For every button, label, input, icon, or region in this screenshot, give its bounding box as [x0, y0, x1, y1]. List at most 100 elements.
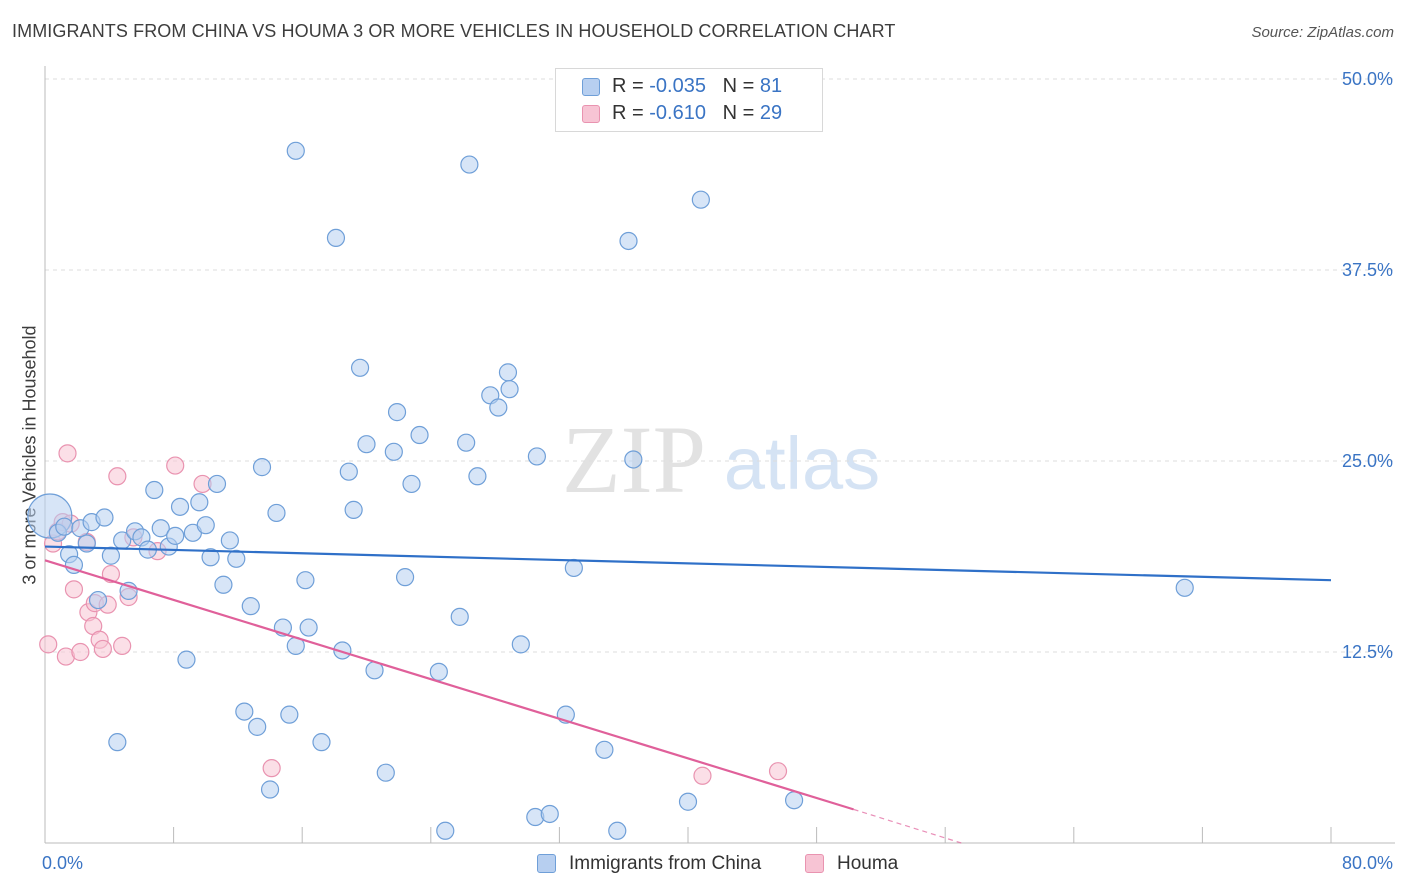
china-point: [691, 190, 710, 209]
china-point: [395, 568, 415, 587]
china-point: [450, 607, 469, 626]
watermark-atlas: atlas: [724, 422, 880, 505]
legend-text-houma: R = -0.610 N = 29: [612, 102, 782, 125]
china-point: [190, 493, 209, 512]
watermark: ZIP atlas: [562, 406, 880, 513]
china-point: [384, 442, 403, 461]
houma-point: [39, 635, 58, 654]
china-point: [468, 467, 487, 486]
china-point: [280, 705, 299, 724]
china-point: [312, 733, 331, 752]
china-point: [77, 534, 96, 553]
china-point: [101, 546, 121, 565]
houma-point: [262, 759, 281, 778]
y-tick-labels: 12.5% 25.0% 37.5% 50.0%: [1342, 69, 1393, 662]
china-point: [145, 480, 164, 500]
y-tick-label: 37.5%: [1342, 260, 1393, 280]
china-point: [95, 508, 114, 527]
legend-r-label: R =: [612, 102, 644, 124]
china-point: [784, 791, 804, 810]
china-point: [402, 474, 421, 494]
x-tick-label-min: 0.0%: [42, 853, 83, 873]
china-point: [55, 517, 74, 536]
bottom-legend-label-china: Immigrants from China: [569, 853, 762, 874]
china-point: [410, 425, 429, 445]
houma-point: [108, 467, 127, 486]
china-point: [678, 792, 698, 811]
legend-n-value-china: 81: [759, 75, 783, 97]
china-point: [260, 780, 280, 799]
china-point: [207, 474, 227, 494]
legend-n-label: N =: [722, 75, 755, 97]
china-point: [166, 526, 185, 545]
china-point: [608, 821, 627, 840]
china-point: [286, 141, 305, 160]
china-point: [235, 702, 254, 721]
houma-point: [71, 642, 90, 662]
china-point: [196, 516, 215, 535]
china-point: [619, 231, 638, 251]
y-tick-label: 50.0%: [1342, 69, 1393, 89]
china-point: [241, 597, 260, 616]
source-credit: Source: ZipAtlas.com: [1251, 24, 1394, 41]
china-point: [248, 717, 267, 736]
legend-r-label: R =: [612, 75, 644, 97]
china-point: [252, 458, 272, 477]
china-point: [498, 363, 518, 382]
china-point: [500, 380, 519, 399]
china-point: [108, 733, 127, 752]
trendlines: [44, 545, 1332, 844]
china-point: [429, 662, 448, 681]
houma-point: [113, 636, 132, 655]
china-point: [170, 497, 190, 516]
legend-r-value-houma: -0.610: [649, 102, 706, 124]
china-point: [296, 571, 315, 590]
legend-r-value-china: -0.035: [649, 75, 706, 97]
china-trendline: [44, 545, 1332, 582]
china-point: [344, 500, 363, 519]
china-point: [333, 641, 352, 660]
legend-n-label: N =: [722, 102, 755, 124]
china-points: [27, 141, 1194, 840]
china-point: [267, 503, 286, 523]
y-tick-label: 12.5%: [1342, 642, 1393, 662]
china-point: [489, 398, 508, 417]
legend-text-china: R = -0.035 N = 81: [612, 75, 782, 98]
stats-legend: R = -0.035 N = 81 R = -0.610 N = 29: [555, 68, 823, 132]
houma-point: [693, 766, 712, 785]
x-tick-labels: 0.0% 80.0%: [42, 853, 1393, 873]
legend-n-value-houma: 29: [759, 102, 783, 124]
china-point: [88, 590, 108, 610]
china-point: [151, 519, 170, 538]
china-point: [511, 635, 530, 654]
chart-title: IMMIGRANTS FROM CHINA VS HOUMA 3 OR MORE…: [12, 21, 896, 41]
bottom-legend-swatch-houma: [805, 854, 824, 873]
houma-point: [58, 444, 77, 463]
china-point: [1175, 578, 1194, 597]
china-point: [339, 462, 358, 481]
china-point: [227, 549, 246, 568]
china-point: [64, 555, 84, 575]
axes: [44, 66, 1395, 844]
china-point: [387, 403, 407, 422]
china-point: [595, 740, 614, 759]
houma-point: [166, 456, 185, 475]
china-point: [527, 447, 546, 466]
houma-point: [93, 639, 112, 659]
houma-trendline-extension: [853, 808, 962, 844]
china-point: [460, 155, 479, 174]
bottom-legend-label-houma: Houma: [837, 853, 899, 874]
china-point: [220, 531, 239, 550]
gridlines: [45, 78, 1395, 653]
x-tick-label-max: 80.0%: [1342, 853, 1393, 873]
china-point: [201, 548, 220, 567]
china-point: [177, 650, 196, 669]
china-point: [624, 450, 643, 469]
china-point: [436, 821, 455, 840]
legend-swatch-china: [582, 78, 600, 96]
china-point: [357, 435, 376, 454]
china-point: [376, 763, 395, 782]
houma-point: [768, 762, 788, 781]
china-point: [350, 358, 370, 377]
